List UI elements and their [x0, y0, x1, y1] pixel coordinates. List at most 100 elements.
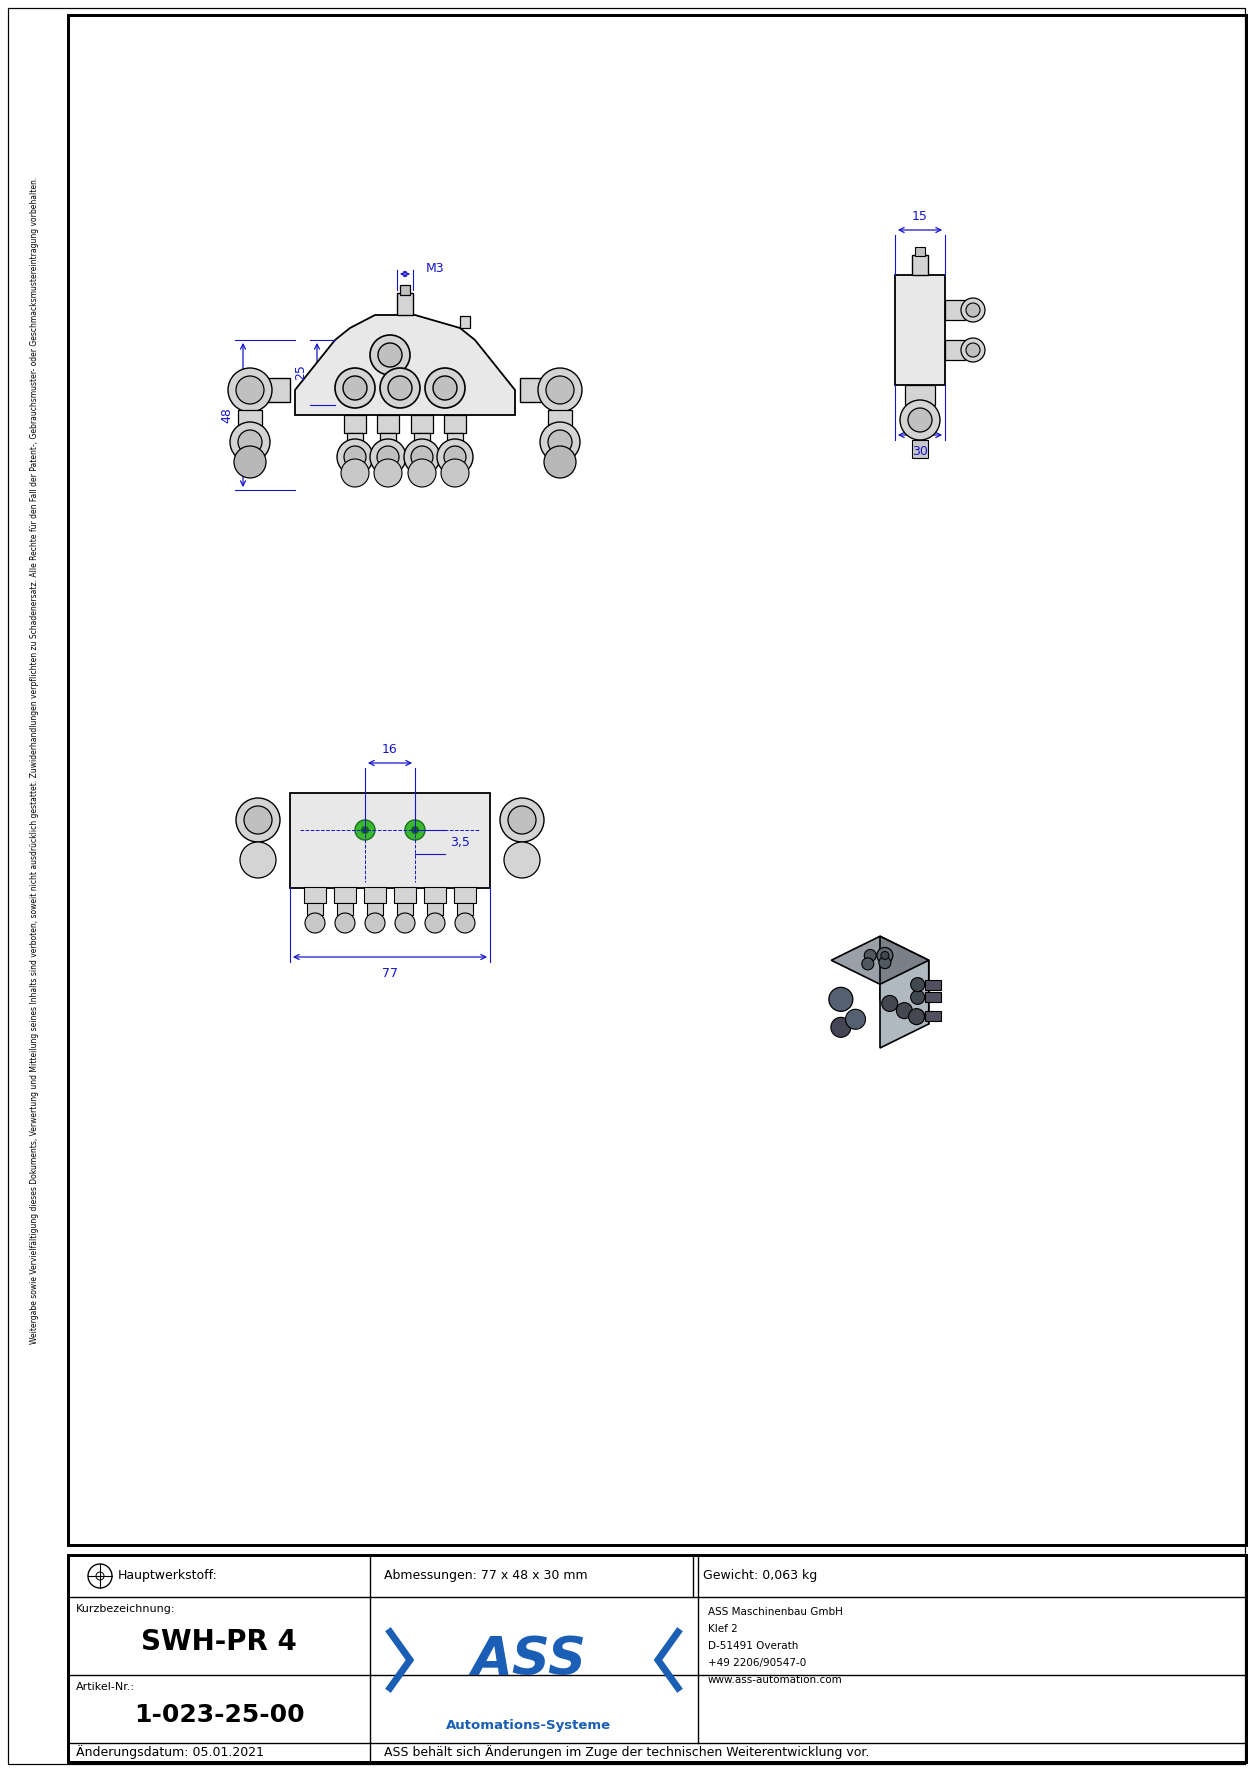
Circle shape: [238, 431, 262, 454]
Bar: [377, 415, 398, 432]
Polygon shape: [831, 936, 928, 983]
Circle shape: [337, 439, 373, 475]
Bar: [307, 904, 323, 914]
Circle shape: [831, 1017, 851, 1037]
Circle shape: [507, 806, 536, 835]
Circle shape: [335, 369, 375, 408]
Text: 25: 25: [294, 363, 307, 379]
Text: 16: 16: [382, 742, 398, 755]
Circle shape: [846, 1010, 866, 1030]
Circle shape: [378, 344, 402, 367]
Circle shape: [908, 408, 932, 432]
Bar: [912, 255, 928, 275]
Circle shape: [335, 913, 355, 934]
Bar: [68, 1556, 1245, 1761]
Bar: [337, 904, 353, 914]
Circle shape: [500, 797, 544, 842]
Bar: [925, 992, 941, 1003]
Circle shape: [425, 369, 465, 408]
Text: Änderungsdatum: 05.01.2021: Änderungsdatum: 05.01.2021: [76, 1745, 264, 1760]
Polygon shape: [880, 960, 928, 1047]
Circle shape: [966, 344, 980, 356]
Text: 3,5: 3,5: [450, 836, 470, 849]
Circle shape: [370, 439, 406, 475]
Bar: [400, 285, 410, 294]
Circle shape: [540, 422, 580, 462]
Bar: [397, 904, 413, 914]
Circle shape: [548, 431, 573, 454]
Text: +49 2206/90547-0: +49 2206/90547-0: [708, 1659, 806, 1667]
Bar: [444, 415, 466, 432]
Bar: [397, 292, 413, 315]
Bar: [457, 904, 472, 914]
Text: ASS Maschinenbau GmbH: ASS Maschinenbau GmbH: [708, 1607, 843, 1618]
Circle shape: [504, 842, 540, 877]
Text: Hauptwerkstoff:: Hauptwerkstoff:: [118, 1570, 218, 1582]
Circle shape: [373, 459, 402, 487]
Circle shape: [395, 913, 415, 934]
Text: SWH-PR 4: SWH-PR 4: [142, 1628, 297, 1657]
Text: 77: 77: [382, 966, 398, 980]
Circle shape: [865, 950, 876, 962]
Bar: [912, 439, 928, 457]
Circle shape: [365, 913, 385, 934]
Circle shape: [882, 996, 897, 1012]
Bar: [413, 432, 430, 445]
Text: Artikel-Nr.:: Artikel-Nr.:: [76, 1682, 135, 1692]
Bar: [367, 904, 383, 914]
Circle shape: [241, 842, 276, 877]
Circle shape: [405, 820, 425, 840]
Bar: [925, 1012, 941, 1021]
Text: D-51491 Overath: D-51491 Overath: [708, 1641, 798, 1652]
Circle shape: [862, 959, 873, 969]
Circle shape: [403, 439, 440, 475]
Text: ASS behält sich Änderungen im Zuge der technischen Weiterentwicklung vor.: ASS behält sich Änderungen im Zuge der t…: [383, 1745, 870, 1760]
Bar: [520, 377, 560, 402]
Bar: [68, 1556, 1245, 1761]
Circle shape: [377, 447, 398, 468]
Bar: [393, 888, 416, 904]
Circle shape: [444, 447, 466, 468]
Circle shape: [425, 913, 445, 934]
Circle shape: [345, 447, 366, 468]
Circle shape: [911, 1010, 925, 1024]
Text: 30: 30: [912, 445, 928, 457]
Circle shape: [388, 376, 412, 400]
Bar: [925, 980, 941, 989]
Circle shape: [900, 400, 940, 439]
Circle shape: [877, 948, 893, 964]
Bar: [68, 14, 1245, 1545]
Polygon shape: [880, 936, 928, 1024]
Bar: [411, 415, 434, 432]
Circle shape: [355, 820, 375, 840]
Circle shape: [361, 826, 368, 835]
Text: M3: M3: [426, 262, 445, 275]
Text: 1-023-25-00: 1-023-25-00: [134, 1703, 304, 1728]
Circle shape: [236, 797, 279, 842]
Circle shape: [236, 376, 264, 404]
Text: Abmessungen: 77 x 48 x 30 mm: Abmessungen: 77 x 48 x 30 mm: [383, 1570, 588, 1582]
Bar: [380, 432, 396, 445]
Circle shape: [228, 369, 272, 413]
Bar: [427, 904, 444, 914]
Circle shape: [304, 913, 325, 934]
Bar: [460, 315, 470, 328]
Bar: [424, 888, 446, 904]
Circle shape: [380, 369, 420, 408]
Bar: [347, 432, 363, 445]
Circle shape: [411, 826, 419, 835]
Circle shape: [878, 957, 891, 969]
Circle shape: [538, 369, 581, 413]
Circle shape: [546, 376, 574, 404]
Text: 15: 15: [912, 209, 928, 223]
Text: Gewicht: 0,063 kg: Gewicht: 0,063 kg: [703, 1570, 817, 1582]
Circle shape: [437, 439, 472, 475]
Circle shape: [370, 335, 410, 376]
Circle shape: [896, 1003, 912, 1019]
Text: www.ass-automation.com: www.ass-automation.com: [708, 1675, 843, 1685]
Bar: [548, 409, 573, 439]
Text: Klef 2: Klef 2: [708, 1623, 738, 1634]
Bar: [365, 888, 386, 904]
Polygon shape: [294, 315, 515, 415]
Circle shape: [829, 987, 853, 1012]
